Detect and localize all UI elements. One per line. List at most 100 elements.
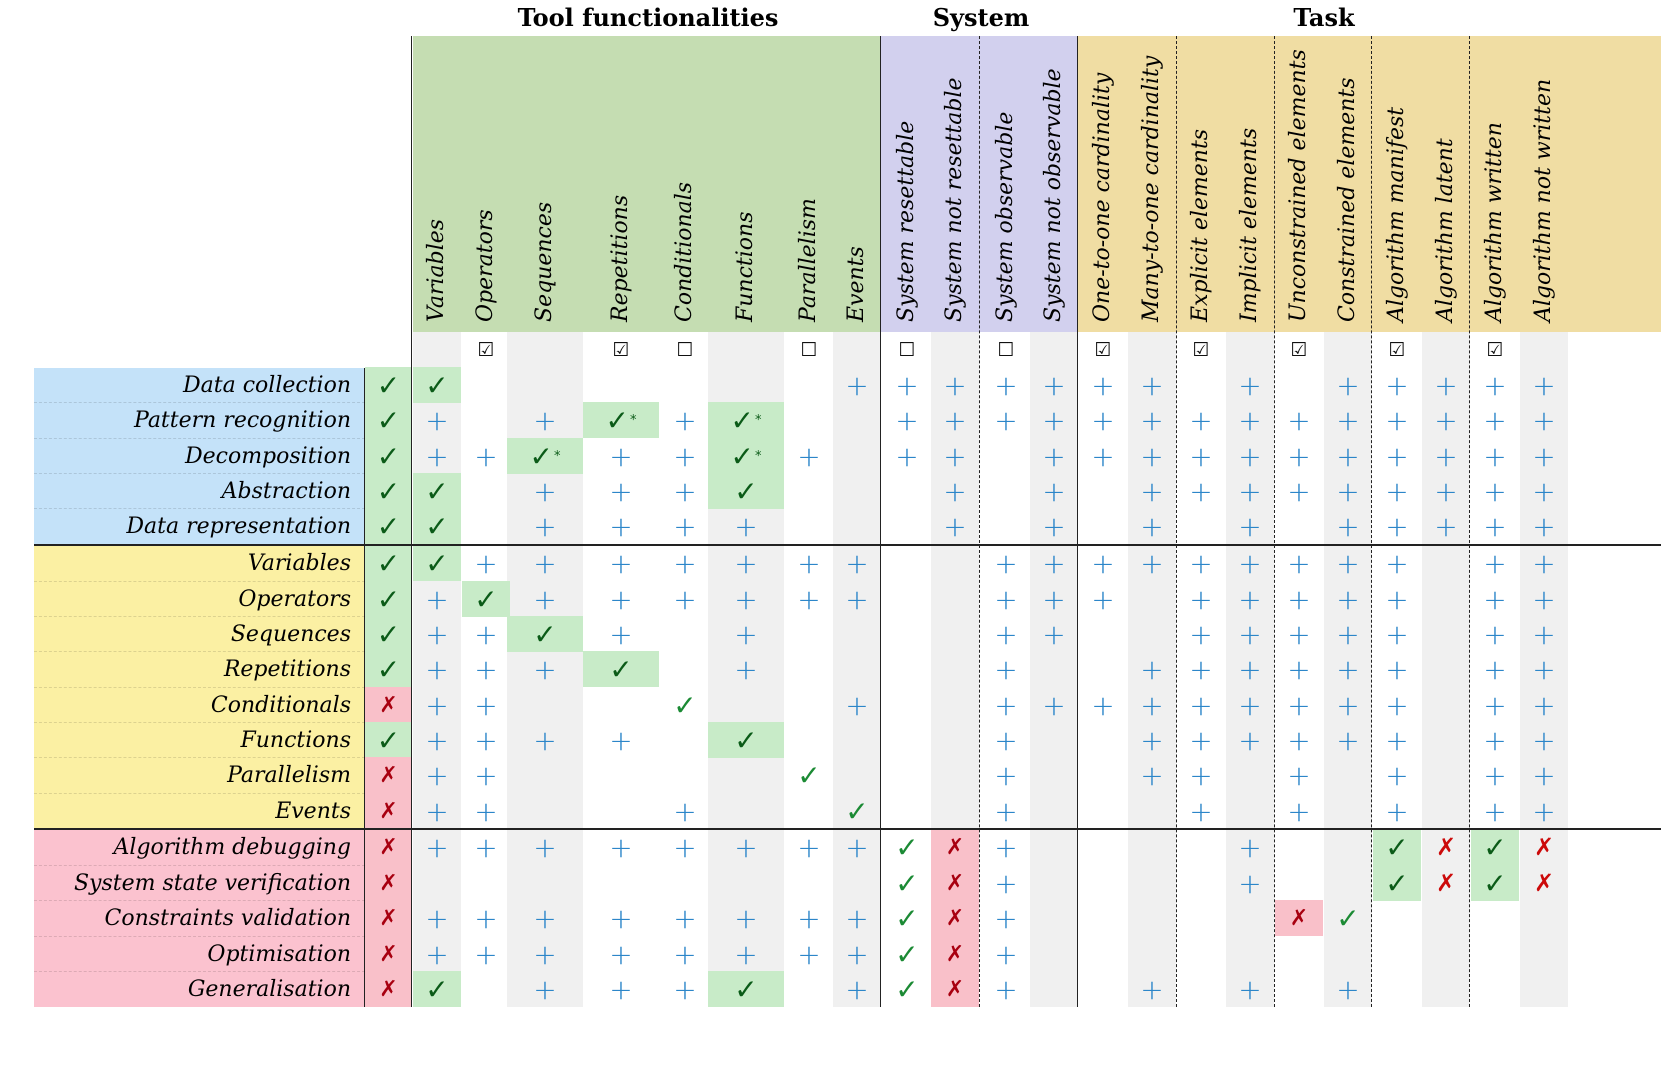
column-header-15: Implicit elements	[1237, 127, 1262, 322]
plus-icon: +	[1238, 439, 1262, 473]
plus-icon: +	[425, 582, 449, 616]
plus-icon: +	[1434, 368, 1458, 402]
plus-icon: +	[673, 830, 697, 864]
plus-icon: +	[845, 901, 869, 935]
plus-icon: +	[1189, 474, 1213, 508]
plus-icon: +	[994, 937, 1018, 971]
plus-icon: +	[609, 972, 633, 1006]
plus-icon: +	[1042, 439, 1066, 473]
row-label: Repetitions	[223, 657, 351, 682]
plus-icon: +	[994, 758, 1018, 792]
plus-icon: +	[994, 617, 1018, 651]
plus-icon: +	[425, 652, 449, 686]
plus-icon: +	[1336, 474, 1360, 508]
plus-icon: +	[1238, 617, 1262, 651]
plus-icon: +	[533, 652, 557, 686]
status-cross-icon: ✗	[365, 687, 412, 723]
checked-box-icon: ☑	[612, 339, 630, 361]
plus-icon: +	[1483, 723, 1507, 757]
plus-icon: +	[474, 794, 498, 828]
plus-icon: +	[845, 937, 869, 971]
plus-icon: +	[1532, 439, 1556, 473]
check-icon: ✓	[797, 758, 821, 792]
check-icon: ✓	[1373, 829, 1421, 865]
plus-icon: +	[609, 830, 633, 864]
column-separator	[1469, 36, 1471, 1007]
check-icon: ✓	[413, 473, 461, 509]
plus-icon: +	[533, 474, 557, 508]
row-group-separator	[34, 544, 1661, 546]
plus-icon: +	[425, 617, 449, 651]
plus-icon: +	[734, 937, 758, 971]
plus-icon: +	[1042, 368, 1066, 402]
status-check-icon: ✓	[365, 473, 412, 509]
plus-icon: +	[1336, 582, 1360, 616]
check-icon: ✓	[673, 688, 697, 722]
check-icon: ✓	[708, 971, 784, 1007]
plus-icon: +	[1140, 972, 1164, 1006]
plus-icon: +	[1238, 582, 1262, 616]
plus-icon: +	[1385, 723, 1409, 757]
plus-icon: +	[1042, 509, 1066, 543]
plus-icon: +	[425, 901, 449, 935]
column-header-20: Algorithm written	[1482, 122, 1507, 322]
plus-icon: +	[994, 582, 1018, 616]
plus-icon: +	[425, 439, 449, 473]
plus-icon: +	[845, 830, 869, 864]
plus-icon: +	[474, 901, 498, 935]
plus-icon: +	[533, 403, 557, 437]
column-separator	[1274, 36, 1276, 1007]
plus-icon: +	[994, 688, 1018, 722]
plus-icon: +	[474, 830, 498, 864]
plus-icon: +	[943, 439, 967, 473]
row-divider	[34, 865, 365, 866]
column-header-11: System not observable	[1041, 68, 1066, 322]
plus-icon: +	[1140, 474, 1164, 508]
plus-icon: +	[994, 723, 1018, 757]
plus-icon: +	[1189, 403, 1213, 437]
plus-icon: +	[1483, 546, 1507, 580]
check-icon: ✓ *	[583, 402, 659, 438]
row-label: System state verification	[73, 871, 351, 896]
plus-icon: +	[1042, 582, 1066, 616]
plus-icon: +	[1140, 546, 1164, 580]
row-label: Conditionals	[210, 693, 351, 718]
check-icon: ✓ *	[708, 402, 784, 438]
column-header-2: Sequences	[532, 201, 557, 322]
plus-icon: +	[734, 652, 758, 686]
plus-icon: +	[1042, 688, 1066, 722]
check-icon: ✓	[895, 937, 919, 971]
row-group-g1-background	[34, 368, 365, 545]
plus-icon: +	[1238, 474, 1262, 508]
plus-icon: +	[1238, 688, 1262, 722]
plus-icon: +	[1434, 474, 1458, 508]
checked-box-icon: ☑	[1192, 339, 1210, 361]
row-divider	[34, 936, 365, 937]
plus-icon: +	[943, 509, 967, 543]
plus-icon: +	[895, 368, 919, 402]
row-label: Algorithm debugging	[113, 835, 351, 860]
plus-icon: +	[474, 758, 498, 792]
column-separator	[1371, 36, 1373, 1007]
plus-icon: +	[994, 866, 1018, 900]
plus-icon: +	[1189, 794, 1213, 828]
star-mark: *	[553, 448, 561, 464]
plus-icon: +	[673, 582, 697, 616]
plus-icon: +	[1532, 794, 1556, 828]
plus-icon: +	[1483, 474, 1507, 508]
status-check-icon: ✓	[365, 616, 412, 652]
plus-icon: +	[425, 794, 449, 828]
check-icon: ✓	[1471, 865, 1519, 901]
check-icon: ✓	[507, 616, 583, 652]
column-separator	[1176, 36, 1178, 1007]
plus-icon: +	[1140, 723, 1164, 757]
plus-icon: +	[734, 582, 758, 616]
plus-icon: +	[734, 617, 758, 651]
row-divider	[34, 508, 365, 509]
plus-icon: +	[797, 439, 821, 473]
status-check-icon: ✓	[365, 508, 412, 544]
check-icon: ✓ *	[507, 438, 583, 474]
plus-icon: +	[734, 901, 758, 935]
plus-icon: +	[533, 901, 557, 935]
check-icon: ✓ *	[708, 438, 784, 474]
